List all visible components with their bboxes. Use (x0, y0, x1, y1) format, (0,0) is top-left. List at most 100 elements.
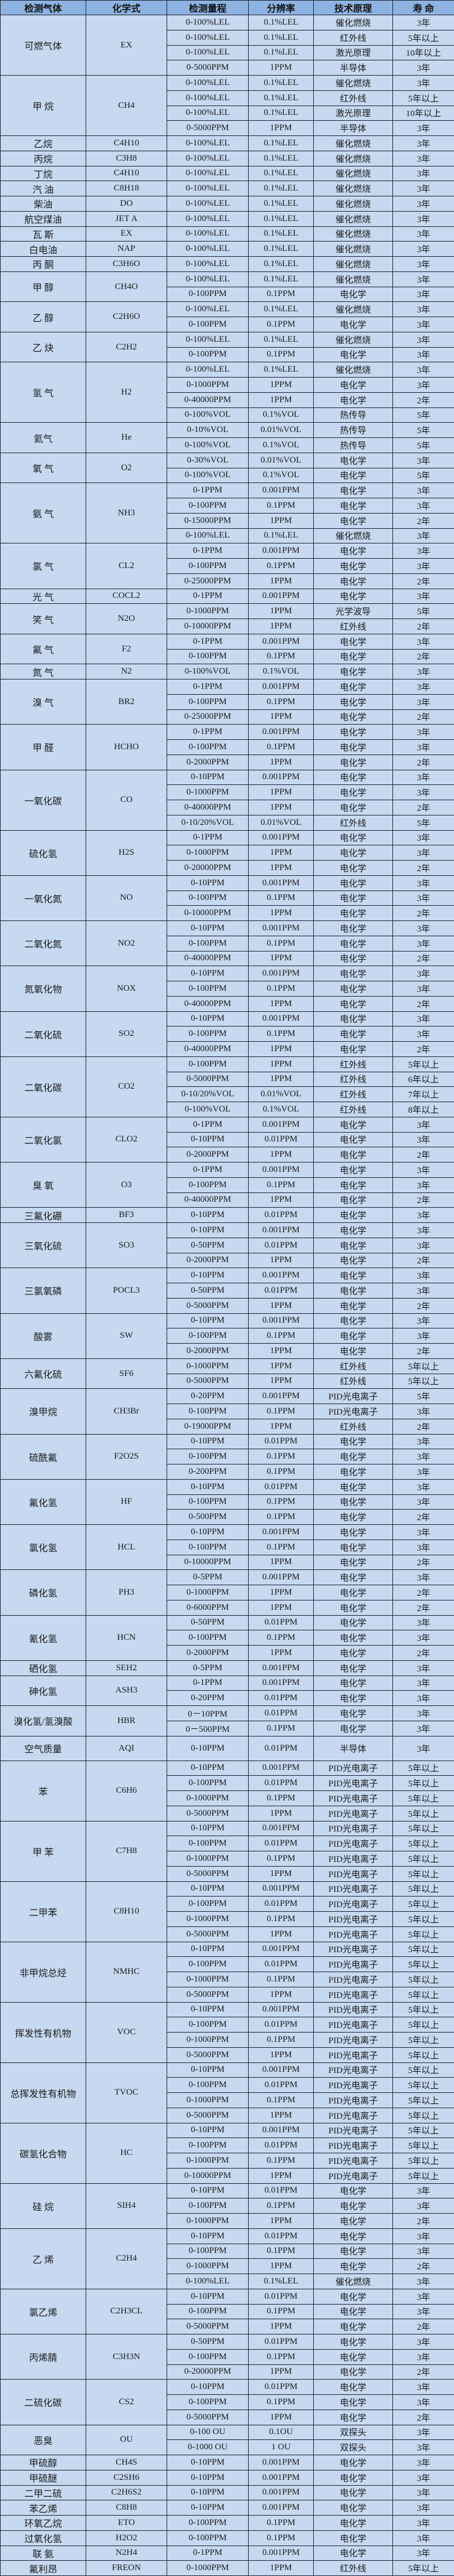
lifespan-cell: 5年以上 (392, 2122, 454, 2139)
formula-cell: F2O2S (86, 1433, 167, 1480)
table-row: 航空煤油 JET A 0-100%LEL 0.1%LEL 催化燃烧 3年 (0, 210, 454, 227)
principle-cell: 热传导 (313, 422, 393, 438)
resolution-cell: 1PPM (248, 60, 314, 76)
principle-cell: 电化学 (313, 2303, 393, 2320)
resolution-cell: 1PPM (248, 1865, 314, 1882)
lifespan-cell: 3年 (392, 1675, 454, 1691)
gas-name-cell: 氢 气 (0, 362, 86, 423)
range-cell: 0-100PPM (167, 981, 249, 997)
formula-cell: NH3 (86, 482, 167, 544)
table-row: 氰化氢 HCN 0-50PPM 0.01PPM 电化学 3年 (0, 1615, 454, 1661)
range-cell: 0-10PPM (167, 1820, 249, 1837)
resolution-cell: 0.1%LEL (248, 29, 314, 46)
principle-cell: 电化学 (313, 286, 393, 303)
lifespan-cell: 5年以上 (392, 2032, 454, 2048)
table-row: 汽 油 C8H18 0-100%LEL 0.1%LEL 催化燃烧 3年 (0, 181, 454, 196)
table-row: 0-2000PPM 1PPM 电化学 2年 (1, 1147, 454, 1163)
lifespan-cell: 3年 (392, 543, 454, 559)
header-formula: 化学式 (86, 0, 167, 15)
principle-cell: 电化学 (313, 346, 393, 363)
range-cell: 0-2000PPM (167, 754, 249, 770)
range-cell: 0-100%LEL (167, 165, 249, 182)
gas-name-cell: 苯 (0, 1760, 86, 1821)
resolution-cell: 1PPM (248, 618, 314, 634)
table-row: 0-6000PPM 1PPM 电化学 2年 (1, 1599, 454, 1616)
resolution-cell: 0.1PPM (248, 935, 314, 951)
resolution-cell: 1PPM (248, 1805, 314, 1821)
range-cell: 0-20PPM (167, 1690, 249, 1706)
range-cell: 0-1000PPM (167, 1972, 249, 1987)
resolution-cell: 0.001PPM (248, 588, 314, 604)
principle-cell: 电化学 (313, 966, 393, 981)
principle-cell: 电化学 (313, 754, 393, 770)
range-cell: 0-5000PPM (167, 2409, 249, 2425)
principle-cell: 催化燃烧 (313, 528, 393, 544)
lifespan-cell: 3年 (392, 694, 454, 710)
range-cell: 0-100PPM (167, 498, 249, 514)
resolution-cell: 0.001PPM (248, 1011, 314, 1027)
resolution-cell: 0.01PPM (248, 1836, 314, 1851)
principle-cell: 电化学 (313, 558, 393, 574)
range-cell: 0-100%LEL (167, 241, 249, 257)
principle-cell: PID光电离子 (313, 1836, 393, 1851)
lifespan-cell: 2年 (392, 1585, 454, 1600)
lifespan-cell: 3年 (392, 271, 454, 287)
range-cell: 0-1PPM (167, 830, 249, 846)
resolution-cell: 0.01PPM (248, 1615, 314, 1631)
table-row: 溴 气 BR2 0-1PPM 0.001PPM 电化学 3年 (0, 678, 454, 725)
resolution-cell: 0.001PPM (248, 1881, 314, 1897)
range-cell: 0-100%LEL (167, 301, 249, 317)
range-cell: 0-40000PPM (167, 1041, 249, 1057)
table-row: 氟 气 F2 0-1PPM 0.001PPM 电化学 3年 (0, 633, 454, 665)
range-cell: 0-10PPM (167, 1941, 249, 1958)
lifespan-cell: 3年 (392, 2455, 454, 2470)
lifespan-cell: 3年 (392, 1222, 454, 1238)
resolution-cell: 0.001PPM (248, 769, 314, 786)
lifespan-cell: 5年以上 (392, 2062, 454, 2078)
table-row: 0-100PPM 0.1PPM 电化学 3年 (1, 694, 454, 710)
lifespan-cell: 5年以上 (392, 2092, 454, 2108)
range-cell: 0-19000PPM (167, 1418, 249, 1435)
resolution-cell: 0.001PPM (248, 482, 314, 498)
gas-name-cell: 挥发性有机物 (0, 2001, 86, 2063)
principle-cell: 电化学 (313, 709, 393, 725)
principle-cell: 电化学 (313, 633, 393, 650)
table-row: 0-100PPM 0.1PPM 电化学 3年 (1, 1449, 454, 1464)
resolution-cell: 0.1%LEL (248, 45, 314, 61)
principle-cell: PID光电离子 (313, 2167, 393, 2184)
principle-cell: 电化学 (313, 2485, 393, 2501)
table-row: 挥发性有机物 VOC 0-10PPM 0.001PPM PID光电离子 5年以上 (0, 2001, 454, 2063)
table-row: 柴油 DO 0-100%LEL 0.1%LEL 催化燃烧 3年 (0, 196, 454, 212)
range-cell: 0-100%LEL (167, 135, 249, 151)
principle-cell: 电化学 (313, 392, 393, 408)
formula-cell: NAP (86, 241, 167, 257)
lifespan-cell: 2年 (392, 1509, 454, 1525)
formula-cell: N2O (86, 603, 167, 634)
principle-cell: PID光电离子 (313, 2032, 393, 2048)
resolution-cell: 1PPM (248, 1986, 314, 2003)
range-cell: 0-100PPM (167, 1630, 249, 1646)
lifespan-cell: 3年 (392, 498, 454, 514)
principle-cell: 电化学 (313, 1177, 393, 1193)
lifespan-cell: 3年 (392, 1011, 454, 1027)
resolution-cell: 1PPM (248, 845, 314, 861)
range-cell: 0-100PPM (167, 2303, 249, 2320)
resolution-cell: 0.01PPM (248, 1956, 314, 1972)
lifespan-cell: 5年以上 (392, 1881, 454, 1897)
resolution-cell: 0.1PPM (248, 1494, 314, 1510)
range-cell: 0-10PPM (167, 2183, 249, 2199)
principle-cell: 电化学 (313, 2288, 393, 2305)
range-cell: 0-40000PPM (167, 392, 249, 408)
lifespan-cell: 2年 (392, 995, 454, 1012)
principle-cell: 电化学 (313, 1147, 393, 1163)
range-cell: 0-100PPM (167, 1775, 249, 1791)
lifespan-cell: 3年 (392, 1403, 454, 1419)
resolution-cell: 0.1PPM (248, 2303, 314, 2320)
table-row: 0-100PPM 0.1PPM 电化学 3年 (1, 346, 454, 363)
lifespan-cell: 5年以上 (392, 1896, 454, 1912)
principle-cell: 电化学 (313, 875, 393, 891)
lifespan-cell: 2年 (392, 1645, 454, 1661)
formula-cell: C6H6 (86, 1760, 167, 1821)
range-cell: 0-100%LEL (167, 29, 249, 46)
principle-cell: 电化学 (313, 1283, 393, 1299)
